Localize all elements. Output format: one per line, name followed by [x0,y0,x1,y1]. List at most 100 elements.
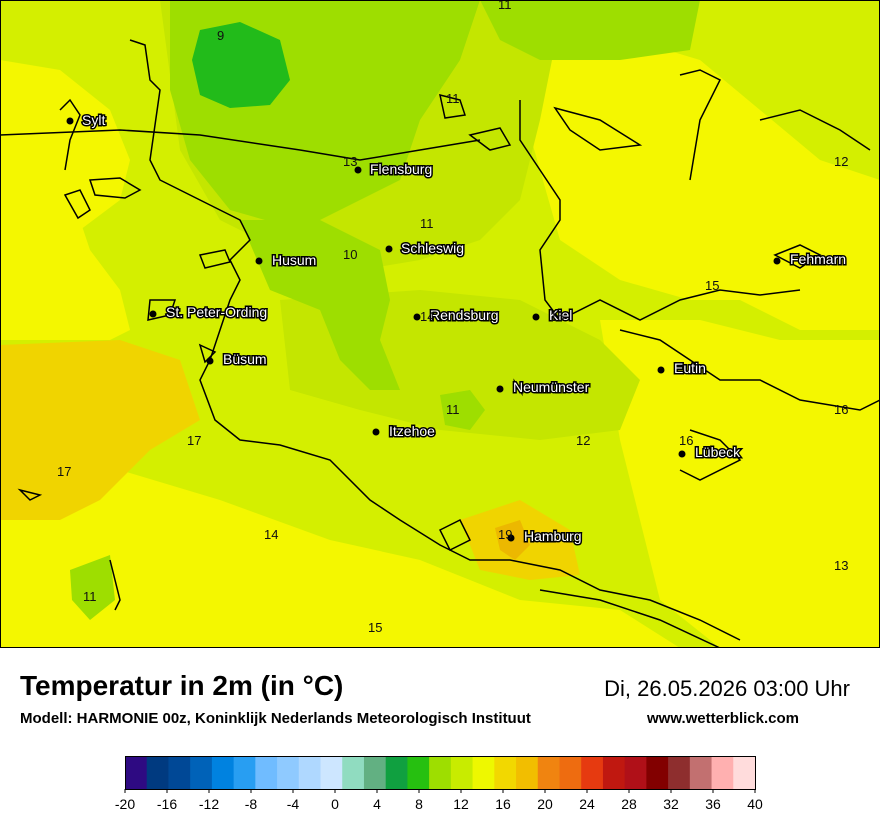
forecast-datetime: Di, 26.05.2026 03:00 Uhr [604,676,850,701]
temperature-value: 13 [343,154,357,169]
city-dot [496,385,504,393]
website-url: www.wetterblick.com [647,710,799,727]
city-label-fehmarn: Fehmarn [790,251,846,267]
city-label-kiel: Kiel [549,307,572,323]
legend-tick-label: 36 [705,796,721,812]
temperature-value: 9 [217,28,224,43]
zone-green-southwest [70,555,115,620]
coastlines [0,39,880,648]
legend-tick-label: -16 [157,796,177,812]
city-label-st-peter-ording: St. Peter-Ording [166,304,267,320]
legend-swatch [233,756,256,789]
legend-swatch [646,756,669,789]
temperature-value: 16 [679,433,693,448]
temperature-value: 17 [57,464,71,479]
temperature-value: 16 [834,402,848,417]
zone-south-yellow [0,470,680,648]
legend-swatch [559,756,582,789]
temperature-value: 12 [834,154,848,169]
legend-swatch [450,756,474,789]
legend-swatch [711,756,734,789]
legend-swatch [385,756,408,789]
temperature-values: 11 9 11 13 12 11 10 15 14 15 11 16 17 12… [57,0,848,635]
city-dot [255,257,263,265]
city-label-schleswig: Schleswig [401,240,464,256]
legend-frame [125,756,756,790]
zone-green-center [240,220,400,390]
city-dot [385,245,393,253]
zone-green-top [480,0,700,60]
temperature-value: 10 [343,247,357,262]
page-title: Temperatur in 2m (in °C) [20,670,344,701]
city-label-flensburg: Flensburg [370,161,432,177]
temperature-value: 11 [446,402,460,417]
legend-tick-label: 0 [331,796,339,812]
zone-northeast-yellow [510,30,880,330]
city-dot [773,257,781,265]
legend-swatch [516,756,539,789]
legend-swatch [494,756,517,789]
legend-swatch [125,756,148,789]
city-label-eutin: Eutin [674,360,706,376]
temperature-value: 11 [420,216,434,231]
legend-swatch [472,756,495,789]
legend-swatch [668,756,691,789]
city-label-hamburg: Hamburg [524,528,582,544]
legend-tick-label: 20 [537,796,553,812]
legend-swatch [689,756,713,789]
city-dot [657,366,665,374]
legend-swatch [277,756,300,789]
legend-tick-label: -12 [199,796,219,812]
temperature-value: 12 [576,433,590,448]
legend-swatch [320,756,343,789]
legend-tick-label: 32 [663,796,679,812]
legend-tick-label: 4 [373,796,381,812]
legend-swatch [407,756,430,789]
legend-swatch [733,756,756,789]
temperature-value: 13 [834,558,848,573]
legend-swatch [146,756,169,789]
legend-tick-label: -20 [115,796,135,812]
city-dot [507,534,515,542]
legend-tick-label: 8 [415,796,423,812]
color-legend: -20 -16 -12 -8 -4 0 4 8 12 16 20 24 28 32 36 40 [115,756,763,812]
legend-tick-label: 40 [747,796,763,812]
model-info: Modell: HARMONIE 00z, Koninklijk Nederla… [20,710,531,727]
city-dot [66,117,74,125]
temperature-value: 11 [498,0,512,12]
legend-tick-label: 24 [579,796,595,812]
temperature-value: 15 [550,309,564,324]
legend-swatch [602,756,626,789]
city-label-itzehoe: Itzehoe [389,423,435,439]
legend-tick-label: 12 [453,796,469,812]
zone-orange-west [0,340,200,520]
temperature-value: 15 [368,620,382,635]
legend-tick-label: -8 [245,796,258,812]
temperature-value: 14 [264,527,278,542]
legend-swatch [255,756,278,789]
city-dot [532,313,540,321]
legend-swatch [298,756,322,789]
legend-swatch [168,756,191,789]
temperature-value: 11 [83,589,97,604]
legend-swatch [211,756,235,789]
city-markers: Sylt Flensburg Husum Schleswig St. Peter… [66,111,848,546]
legend-swatch [581,756,604,789]
temperature-value: 17 [187,433,201,448]
city-dot [206,357,214,365]
temperature-map: Sylt Flensburg Husum Schleswig St. Peter… [0,0,880,648]
legend-tick-label: 28 [621,796,637,812]
legend-tick-label: -4 [287,796,300,812]
zone-darkgreen [192,22,290,108]
legend-swatch [624,756,647,789]
city-dot [372,428,380,436]
city-label-sylt: Sylt [82,112,105,128]
temperature-value: 14 [420,309,434,324]
city-label-luebeck: Lübeck [695,444,741,460]
city-dot [354,166,362,174]
legend-swatch [537,756,560,789]
city-label-neumuenster: Neumünster [513,379,590,395]
legend-ticks: -20 -16 -12 -8 -4 0 4 8 12 16 20 24 28 32 36 40 [115,789,763,812]
city-dot [413,313,421,321]
legend-swatch [363,756,387,789]
